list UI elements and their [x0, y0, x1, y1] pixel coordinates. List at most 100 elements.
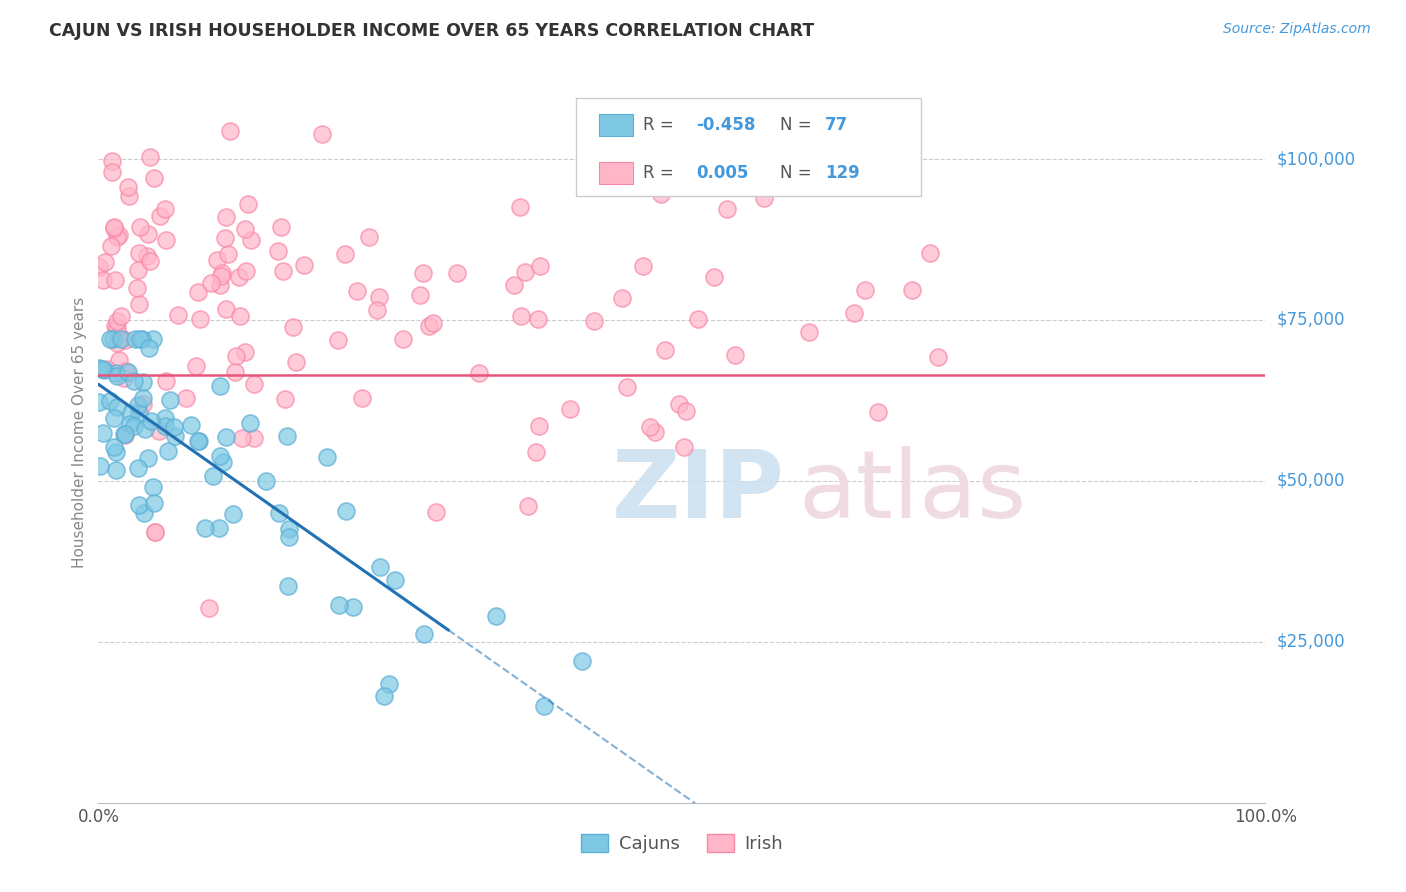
- Point: [103, 318, 125, 333]
- Point: [716, 202, 738, 217]
- Point: [918, 246, 941, 260]
- Point: [138, 342, 160, 356]
- Text: CAJUN VS IRISH HOUSEHOLDER INCOME OVER 65 YEARS CORRELATION CHART: CAJUN VS IRISH HOUSEHOLDER INCOME OVER 6…: [49, 22, 814, 40]
- Point: [571, 654, 593, 668]
- Point: [276, 428, 298, 442]
- Point: [110, 332, 132, 346]
- Point: [134, 422, 156, 436]
- Point: [366, 303, 388, 318]
- Point: [100, 394, 122, 409]
- Point: [188, 312, 211, 326]
- Point: [224, 365, 246, 379]
- Text: $75,000: $75,000: [1277, 311, 1346, 329]
- Text: ZIP: ZIP: [612, 446, 785, 538]
- Point: [114, 364, 136, 378]
- Text: R =: R =: [643, 116, 679, 134]
- Point: [174, 391, 197, 405]
- Text: 129: 129: [825, 164, 860, 182]
- Point: [866, 405, 889, 419]
- Point: [274, 392, 297, 406]
- Point: [208, 449, 231, 463]
- Point: [87, 360, 110, 375]
- Point: [368, 289, 391, 303]
- Point: [153, 410, 176, 425]
- Point: [214, 301, 236, 316]
- Point: [198, 601, 221, 615]
- Point: [703, 270, 725, 285]
- Point: [114, 334, 136, 348]
- Point: [105, 366, 128, 380]
- Point: [527, 312, 550, 326]
- Point: [91, 273, 114, 287]
- Point: [149, 209, 172, 223]
- Point: [225, 349, 247, 363]
- Point: [654, 343, 676, 357]
- Point: [231, 432, 253, 446]
- Point: [229, 309, 252, 323]
- Point: [533, 699, 555, 714]
- Point: [412, 266, 434, 280]
- Point: [222, 508, 245, 522]
- Point: [143, 496, 166, 510]
- Point: [128, 220, 150, 235]
- Point: [117, 366, 139, 380]
- Point: [254, 474, 277, 488]
- Point: [638, 420, 661, 434]
- Point: [724, 348, 747, 362]
- Point: [240, 233, 263, 247]
- Point: [797, 325, 820, 339]
- Point: [153, 202, 176, 216]
- Point: [378, 676, 401, 690]
- Point: [503, 277, 526, 292]
- Point: [205, 253, 228, 268]
- Point: [139, 414, 162, 428]
- Point: [284, 355, 307, 369]
- Point: [163, 429, 186, 443]
- Point: [103, 440, 125, 454]
- Point: [239, 416, 262, 430]
- Point: [103, 219, 125, 234]
- Point: [352, 391, 374, 405]
- Point: [267, 244, 290, 259]
- Point: [527, 418, 550, 433]
- Point: [212, 455, 235, 469]
- Point: [842, 306, 865, 320]
- Point: [357, 229, 380, 244]
- Point: [107, 326, 129, 341]
- Point: [132, 376, 155, 390]
- Point: [529, 259, 551, 273]
- Point: [853, 283, 876, 297]
- Point: [311, 128, 333, 142]
- Point: [752, 191, 775, 205]
- Point: [184, 359, 207, 373]
- Point: [446, 267, 468, 281]
- Point: [103, 221, 125, 235]
- Text: $50,000: $50,000: [1277, 472, 1346, 490]
- Point: [138, 150, 160, 164]
- Point: [112, 426, 135, 441]
- Point: [233, 221, 256, 235]
- Point: [560, 401, 582, 416]
- Point: [136, 451, 159, 466]
- Point: [278, 522, 301, 536]
- Point: [668, 397, 690, 411]
- Point: [159, 392, 181, 407]
- Point: [107, 230, 129, 244]
- Point: [180, 417, 202, 432]
- Point: [418, 318, 440, 333]
- Point: [105, 368, 128, 383]
- Point: [412, 627, 434, 641]
- Point: [211, 266, 233, 280]
- Point: [120, 406, 142, 420]
- Point: [114, 427, 136, 442]
- Point: [105, 444, 128, 458]
- Point: [105, 314, 128, 328]
- Point: [127, 461, 149, 475]
- Point: [485, 609, 508, 624]
- Point: [108, 227, 131, 242]
- Point: [91, 426, 114, 441]
- Point: [370, 559, 392, 574]
- Point: [524, 444, 547, 458]
- Point: [94, 254, 117, 268]
- Point: [117, 179, 139, 194]
